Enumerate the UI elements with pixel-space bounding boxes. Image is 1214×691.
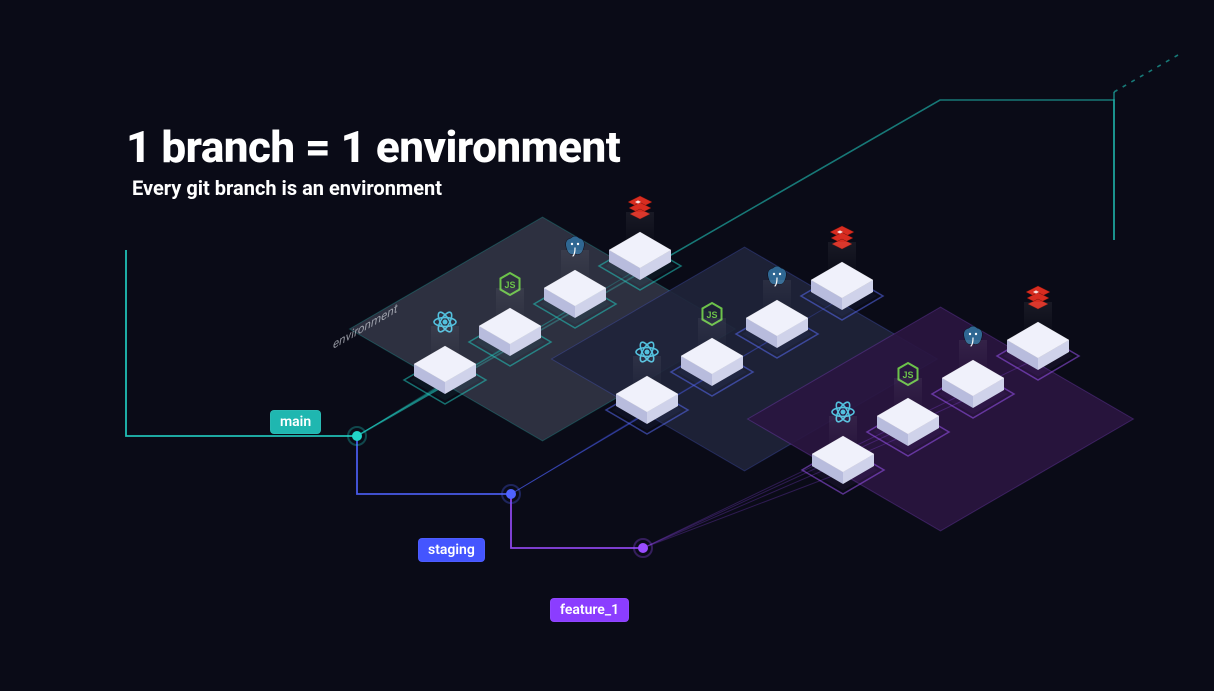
branch-node-staging (506, 489, 516, 499)
page-title: 1 branch = 1 environment (126, 121, 620, 173)
diagram-stage: JSJSJS 1 branch = 1 environment Every gi… (0, 0, 1214, 691)
branch-node-main (352, 431, 362, 441)
branch-spine-0 (126, 250, 357, 436)
page-subtitle: Every git branch is an environment (132, 176, 442, 200)
diagram-svg: JSJSJS (0, 0, 1214, 691)
conn-line (643, 472, 843, 548)
branch-badge-main: main (270, 410, 321, 434)
branch-spine-1 (357, 436, 511, 494)
branch-node-feature_1 (638, 543, 648, 553)
dashed-tail (1114, 55, 1178, 92)
branch-badge-staging: staging (418, 538, 485, 562)
branch-spine-2 (511, 494, 643, 548)
branch-badge-feature_1: feature_1 (550, 598, 629, 622)
